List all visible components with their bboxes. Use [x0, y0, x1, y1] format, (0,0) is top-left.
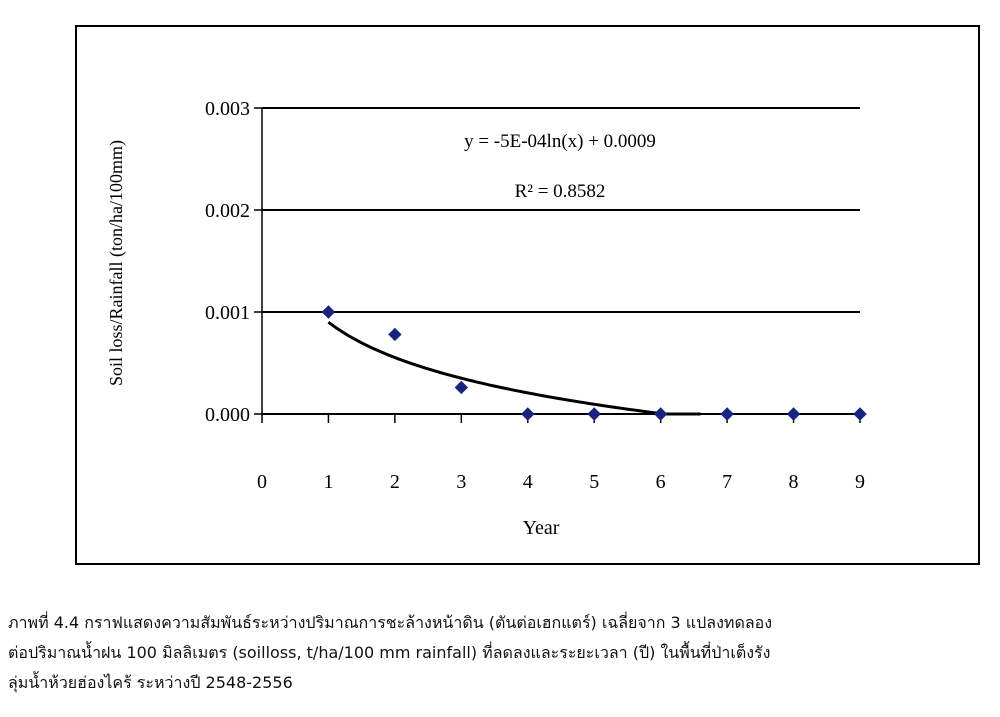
- data-point: [853, 407, 867, 421]
- caption-line-1: ภาพที่ 4.4 กราฟแสดงความสัมพันธ์ระหว่างปร…: [8, 613, 773, 632]
- x-tick-label: 8: [789, 471, 799, 493]
- y-tick-label: 0.001: [205, 302, 250, 324]
- caption-line-3: ลุ่มน้ำห้วยฮ่องไคร้ ระหว่างปี 2548-2556: [8, 673, 293, 692]
- grid-layer: [262, 107, 860, 415]
- y-tick-label: 0.003: [205, 98, 250, 120]
- trendline-equation: y = -5E-04ln(x) + 0.0009: [464, 131, 656, 152]
- x-tick-label: 3: [456, 471, 466, 493]
- y-tick-label: 0.000: [205, 404, 250, 426]
- data-point: [653, 407, 668, 421]
- x-axis-label: Year: [523, 517, 560, 539]
- x-tick-label: 5: [589, 471, 599, 493]
- y-tick-label: 0.002: [205, 200, 250, 222]
- axis-layer: 0.000 0.001 0.002 0.003 0 1 2 3 4 5 6 7 8 9: [205, 98, 865, 493]
- data-point: [388, 327, 402, 342]
- data-point: [720, 407, 734, 421]
- trendline-layer: [327, 320, 701, 416]
- x-tick-label: 9: [855, 471, 865, 493]
- data-point: [786, 407, 801, 421]
- x-tick-label: 4: [523, 471, 533, 493]
- chart-frame: [75, 25, 980, 565]
- data-point: [521, 407, 535, 421]
- x-tick-label: 2: [390, 471, 400, 493]
- data-point: [321, 305, 336, 319]
- y-axis-label: Soil loss/Rainfall (ton/ha/100mm): [106, 140, 127, 386]
- points-layer: [321, 305, 867, 421]
- trendline: [327, 320, 701, 416]
- x-tick-label: 1: [323, 471, 333, 493]
- x-tick-label: 0: [257, 471, 267, 493]
- x-tick-label: 6: [656, 471, 666, 493]
- soil-loss-chart: 0.000 0.001 0.002 0.003 0 1 2 3 4 5 6 7 8 9 y = -5E-0…: [106, 98, 867, 539]
- caption-line-2: ต่อปริมาณน้ำฝน 100 มิลลิเมตร (soilloss, …: [8, 643, 771, 662]
- data-point: [454, 380, 469, 395]
- x-tick-label: 7: [722, 471, 732, 493]
- figure-caption: ภาพที่ 4.4 กราฟแสดงความสัมพันธ์ระหว่างปร…: [8, 608, 993, 698]
- data-point: [587, 407, 601, 421]
- r-squared-label: R² = 0.8582: [515, 181, 606, 202]
